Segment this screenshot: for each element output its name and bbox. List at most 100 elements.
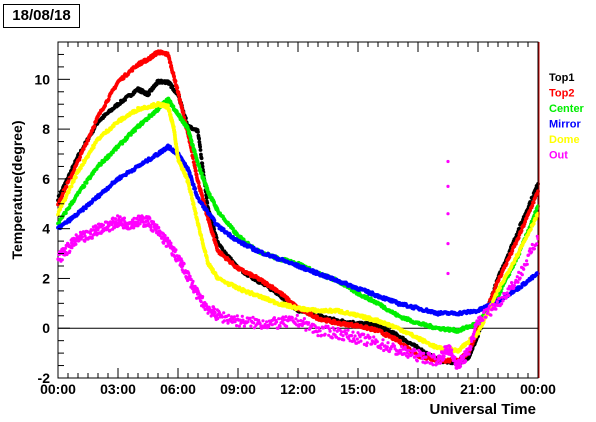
data-point: [410, 352, 414, 357]
data-point: [380, 342, 384, 346]
data-point: [328, 329, 332, 333]
data-point: [249, 324, 253, 328]
data-point: [530, 203, 535, 208]
data-point: [177, 93, 182, 97]
data-point: [196, 130, 200, 134]
x-tick-label: 03:00: [100, 381, 136, 397]
data-point: [504, 261, 509, 266]
data-point: [199, 156, 204, 161]
data-point: [122, 216, 126, 220]
data-point: [182, 115, 187, 120]
data-point: [90, 236, 94, 240]
data-point: [74, 242, 78, 246]
data-point: [275, 320, 279, 324]
data-point: [422, 351, 426, 355]
data-point: [512, 286, 516, 290]
data-point: [290, 316, 294, 320]
data-point: [163, 234, 167, 238]
data-point: [495, 300, 499, 304]
data-point: [101, 223, 105, 227]
data-point: [189, 139, 194, 144]
data-point: [222, 319, 226, 323]
data-point: [68, 249, 72, 253]
data-point: [166, 236, 170, 240]
data-point: [57, 220, 62, 225]
data-point: [525, 262, 529, 266]
data-point: [316, 334, 320, 338]
data-point: [496, 278, 501, 282]
data-point: [82, 184, 87, 189]
data-point: [191, 156, 196, 161]
data-point: [335, 329, 339, 333]
data-point: [407, 348, 411, 352]
data-point: [212, 218, 217, 223]
x-tick-label: 18:00: [400, 381, 436, 397]
data-point: [188, 135, 193, 139]
data-point: [518, 276, 522, 280]
data-point: [237, 324, 241, 328]
x-tick-label: 21:00: [460, 381, 496, 397]
data-point: [446, 159, 450, 164]
data-point: [404, 348, 408, 352]
data-point: [130, 68, 135, 73]
data-point: [392, 344, 396, 348]
data-point: [200, 194, 205, 199]
data-point: [147, 92, 152, 97]
data-point: [368, 335, 372, 340]
data-point: [197, 136, 202, 141]
data-point: [400, 344, 404, 349]
data-point: [282, 318, 286, 322]
data-point: [232, 315, 236, 319]
data-point: [530, 250, 534, 254]
data-point: [267, 325, 271, 329]
data-point: [201, 295, 205, 299]
data-point: [248, 316, 252, 320]
data-point: [318, 329, 322, 333]
data-point: [473, 327, 477, 331]
data-point: [493, 286, 497, 291]
data-point: [212, 307, 216, 311]
data-point: [84, 206, 88, 211]
data-point: [494, 292, 499, 297]
data-point: [512, 284, 517, 288]
data-point: [175, 85, 180, 90]
data-point: [484, 315, 488, 319]
data-point: [123, 98, 127, 102]
data-point: [507, 293, 511, 298]
data-point: [92, 124, 97, 128]
y-tick-label: 4: [42, 221, 50, 237]
data-point: [194, 211, 198, 216]
data-point: [211, 234, 216, 238]
data-point: [458, 364, 463, 368]
data-point: [173, 79, 178, 83]
data-point: [64, 211, 68, 216]
data-point: [213, 311, 217, 315]
data-point: [519, 228, 524, 233]
data-point: [181, 111, 186, 116]
data-point: [113, 217, 118, 221]
data-point: [516, 235, 521, 240]
y-tick-label: 2: [42, 270, 50, 286]
data-point: [438, 361, 443, 365]
data-point: [235, 324, 239, 328]
data-point: [84, 181, 89, 185]
y-tick-label: 10: [34, 71, 50, 87]
data-point: [446, 271, 450, 276]
data-point: [510, 281, 514, 285]
data-point: [63, 246, 68, 250]
data-point: [528, 247, 532, 251]
data-point: [206, 311, 210, 315]
data-point: [507, 255, 512, 259]
data-point: [341, 334, 345, 338]
data-point: [80, 235, 84, 239]
data-point: [198, 144, 203, 149]
data-point: [74, 175, 78, 180]
data-point: [531, 200, 536, 205]
data-point: [487, 304, 491, 308]
data-point: [431, 363, 435, 367]
data-point: [472, 330, 476, 334]
data-point: [148, 216, 152, 220]
data-point: [435, 362, 439, 366]
data-point: [446, 184, 450, 188]
data-point: [204, 193, 209, 198]
